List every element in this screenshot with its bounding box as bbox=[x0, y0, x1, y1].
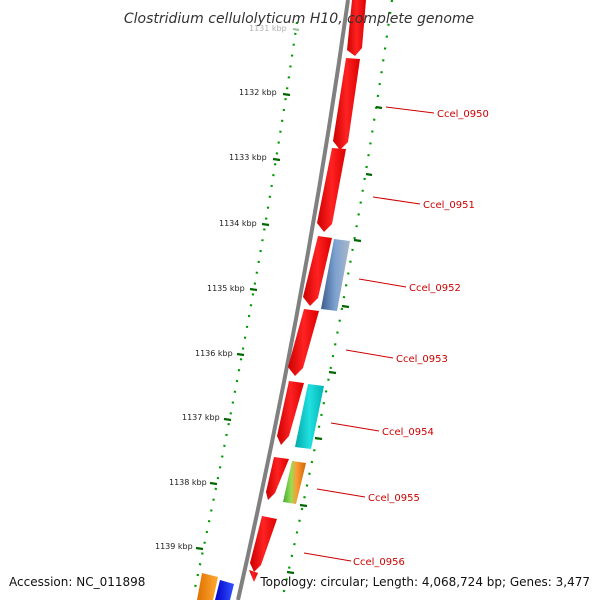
tick-label: 1136 kbp bbox=[195, 349, 233, 358]
feature-block-blue[interactable] bbox=[215, 580, 234, 600]
gene-label[interactable]: Ccel_0950 bbox=[437, 109, 489, 120]
tick-label: 1132 kbp bbox=[239, 88, 277, 97]
leader-line bbox=[316, 488, 366, 498]
tick-mark bbox=[236, 352, 245, 357]
tick-mark bbox=[195, 546, 204, 551]
gene-label[interactable]: Ccel_0954 bbox=[382, 427, 434, 438]
inner-scale-track bbox=[193, 21, 299, 589]
leader-line bbox=[372, 196, 421, 205]
feature-block-orange[interactable] bbox=[197, 573, 218, 600]
gene-label[interactable]: Ccel_0956 bbox=[353, 557, 405, 568]
gene-arrow-ccel-0954[interactable] bbox=[277, 381, 304, 445]
tick-mark bbox=[249, 287, 258, 292]
gene-arrow-ccel-0951[interactable] bbox=[317, 148, 346, 232]
tick-label: 1135 kbp bbox=[207, 284, 245, 293]
tick-label: 1139 kbp bbox=[155, 542, 193, 551]
gene-label[interactable]: Ccel_0955 bbox=[368, 493, 420, 504]
tick-label: 1131 kbp bbox=[249, 24, 287, 33]
outer-marker bbox=[299, 503, 308, 508]
outer-feature-track bbox=[280, 0, 394, 600]
gene-label[interactable]: Ccel_0951 bbox=[423, 200, 475, 211]
label-leaders bbox=[303, 106, 435, 562]
outer-marker bbox=[314, 436, 323, 441]
tick-label: 1134 kbp bbox=[219, 219, 257, 228]
tick-label: 1137 kbp bbox=[182, 413, 220, 422]
outer-marker bbox=[353, 238, 362, 243]
gene-labels: Ccel_0950 Ccel_0951 Ccel_0952 Ccel_0953 … bbox=[353, 109, 489, 568]
gene-label[interactable]: Ccel_0952 bbox=[409, 283, 461, 294]
gene-arrow-ccel-0952[interactable] bbox=[303, 236, 332, 306]
tick-mark bbox=[272, 157, 281, 162]
tick-label: 1138 kbp bbox=[169, 478, 207, 487]
leader-line bbox=[330, 422, 380, 432]
tick-mark bbox=[261, 222, 270, 227]
tick-label: 1133 kbp bbox=[229, 153, 267, 162]
gene-arrow-ccel-0955[interactable] bbox=[266, 457, 289, 500]
gene-label[interactable]: Ccel_0953 bbox=[396, 354, 448, 365]
outer-marker bbox=[328, 370, 337, 375]
feature-block-steel[interactable] bbox=[321, 239, 350, 311]
outer-track-markers bbox=[286, 105, 383, 575]
outer-marker bbox=[341, 304, 350, 309]
gene-arrow-top[interactable] bbox=[347, 0, 366, 56]
leader-line bbox=[358, 278, 407, 288]
outer-marker bbox=[365, 172, 373, 177]
tick-mark bbox=[292, 28, 300, 31]
gene-arrow-ccel-0953[interactable] bbox=[288, 309, 319, 376]
map-title: Clostridium cellulolyticum H10, complete… bbox=[124, 11, 474, 27]
feature-blocks bbox=[197, 239, 350, 600]
outer-marker bbox=[375, 105, 383, 110]
gene-arrow-ccel-0950[interactable] bbox=[333, 58, 360, 150]
tick-labels: 1131 kbp 1132 kbp 1133 kbp 1134 kbp 1135… bbox=[155, 24, 287, 551]
feature-block-cyan[interactable] bbox=[295, 384, 324, 449]
leader-line bbox=[385, 106, 435, 114]
gene-arrow-ccel-0956[interactable] bbox=[250, 516, 277, 572]
feature-block-multicolor[interactable] bbox=[283, 461, 306, 504]
genome-backbone bbox=[236, 0, 350, 600]
tick-marks bbox=[195, 28, 300, 551]
gene-arrow-bottom[interactable] bbox=[249, 570, 258, 582]
outer-marker bbox=[286, 570, 295, 575]
leader-line bbox=[303, 552, 352, 562]
tick-mark bbox=[209, 481, 218, 486]
tick-mark bbox=[223, 417, 232, 422]
tick-mark bbox=[282, 92, 291, 97]
topology-text: Topology: circular; Length: 4,068,724 bp… bbox=[259, 575, 590, 589]
leader-line bbox=[345, 349, 394, 359]
accession-text: Accession: NC_011898 bbox=[9, 575, 145, 589]
forward-genes bbox=[249, 0, 366, 582]
